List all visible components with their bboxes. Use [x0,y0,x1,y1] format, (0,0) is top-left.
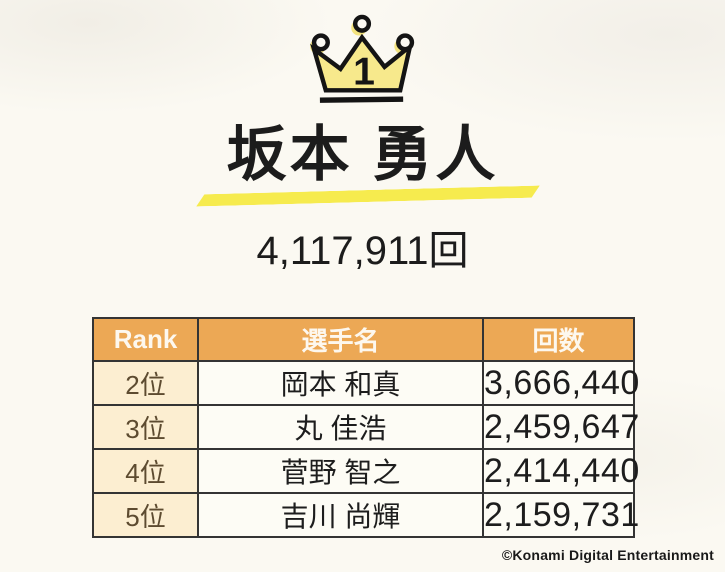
table-row: 2位 岡本 和真 3,666,440 [92,360,639,406]
rank-cell: 3位 [92,404,199,450]
count-cell: 3,666,440 [482,360,639,406]
winner-count: 4,117,911回 [256,229,469,273]
col-header-rank: Rank [92,317,199,362]
table-header-row: Rank 選手名 回数 [92,317,635,362]
count-cell: 2,159,731 [482,492,639,538]
player-name-cell: 岡本 和真 [197,360,484,406]
copyright-text: ©Konami Digital Entertainment [501,547,714,563]
crown-body [309,33,414,93]
rank-cell: 5位 [92,492,199,538]
table-row: 5位 吉川 尚輝 2,159,731 [92,492,639,538]
winner-name: 坂本 勇人 [226,121,499,188]
col-header-player: 選手名 [197,317,484,362]
ranking-table: Rank 選手名 回数 2位 岡本 和真 3,666,440 3位 丸 佳浩 2… [92,317,639,538]
table-row: 4位 菅野 智之 2,414,440 [92,448,639,494]
player-name-cell: 吉川 尚輝 [197,492,484,538]
player-name-cell: 丸 佳浩 [197,404,484,450]
player-name-cell: 菅野 智之 [197,448,484,494]
rank-cell: 2位 [92,360,199,406]
count-cell: 2,459,647 [482,404,639,450]
crown-rank-number: 1 [353,50,375,93]
table-row: 3位 丸 佳浩 2,459,647 [92,404,639,450]
col-header-count: 回数 [482,317,635,362]
count-cell: 2,414,440 [482,448,639,494]
crown-rank-1-icon: 1 [303,13,423,107]
rank-cell: 4位 [92,448,199,494]
